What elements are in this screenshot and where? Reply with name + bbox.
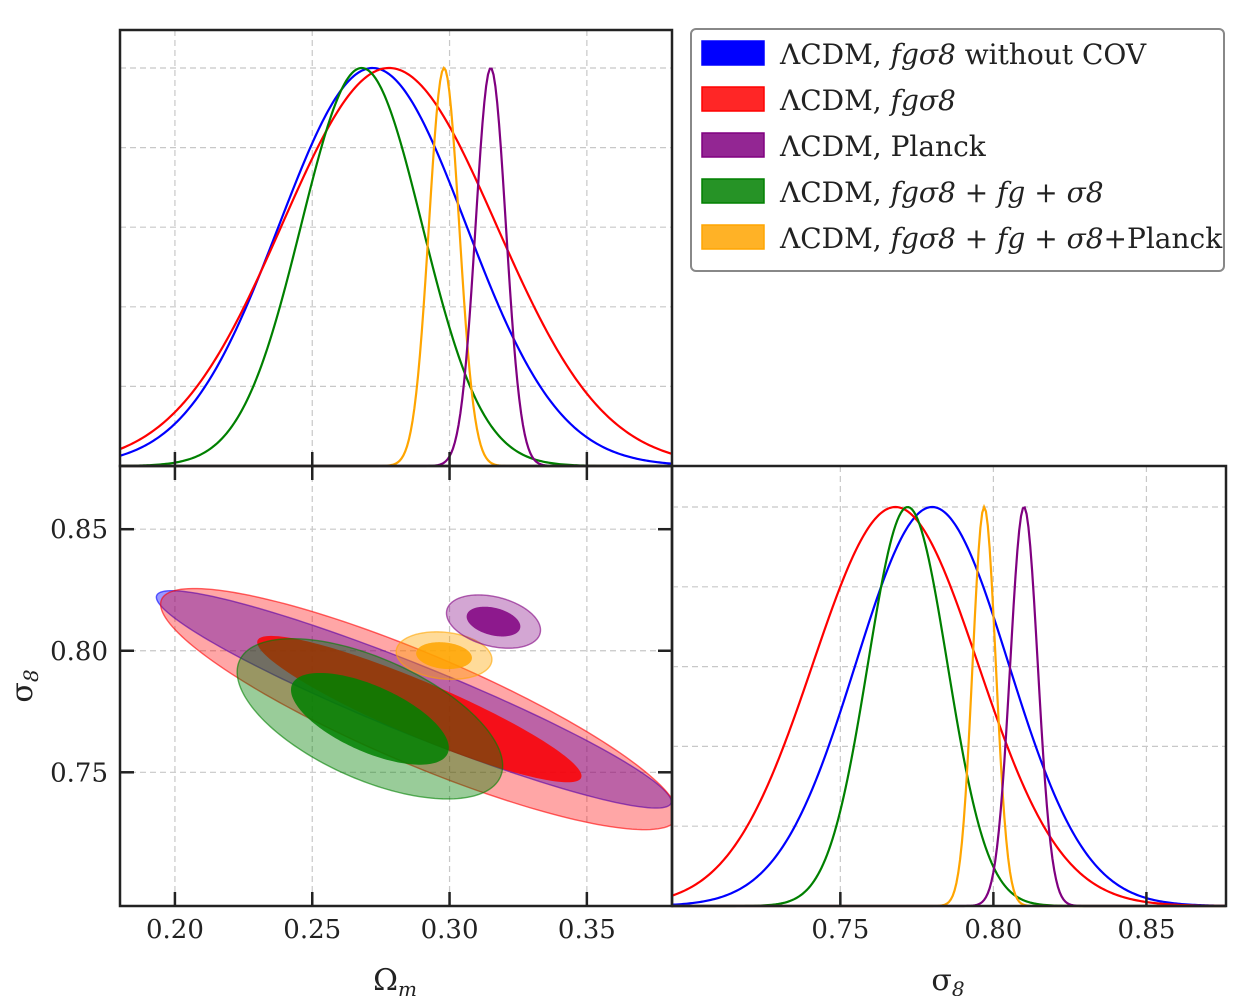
- omega-m-marginal-curve-lcdm_fs8: [119, 66, 673, 455]
- legend-label-lcdm_planck: ΛCDM, Planck: [779, 130, 987, 163]
- omega-m-tick-label-0: 0.20: [146, 915, 204, 945]
- legend-box: [690, 28, 1225, 272]
- sigma8-marginal-frame: [670, 464, 1228, 908]
- sigma8-y-tick-label-0: 0.75: [50, 758, 108, 788]
- contour-lcdm_fs8_fg_s8-level-1: [290, 672, 449, 765]
- sigma8-x-tick-label-1: 0.80: [964, 915, 1022, 945]
- legend-swatch-lcdm_fs8_nocov: [701, 40, 765, 66]
- legend-label-lcdm_fs8_fg_s8: ΛCDM, fgσ8 + fg + σ8: [779, 176, 1104, 209]
- omega-m-marginal-curve-lcdm_fs8_nocov: [119, 66, 673, 465]
- omega-m-tick-label-2: 0.30: [421, 915, 479, 945]
- x-axis-label-omega-m: Ωm: [373, 963, 417, 996]
- sigma8-y-tick-label-1: 0.80: [50, 637, 108, 667]
- omega-m-marginal-panel: [118, 28, 674, 468]
- y-axis-label-sigma8: σ8: [5, 669, 43, 702]
- omega-m-marginal-curve-lcdm_fs8_fg_s8: [119, 66, 672, 468]
- omega-m-marginal-frame: [118, 28, 674, 468]
- legend-swatch-lcdm_fs8_fg_s8: [701, 178, 765, 204]
- x-axis-label-sigma8: σ8: [931, 963, 964, 996]
- contour-layer: [155, 587, 672, 831]
- legend-swatch-lcdm_planck: [701, 132, 765, 158]
- contour-lcdm_fs8-level-1: [257, 635, 582, 783]
- sigma8-marginal-curve-lcdm_fs8: [671, 505, 1227, 907]
- sigma8-marginal-curve-lcdm_planck: [672, 506, 1226, 908]
- sigma8-marginal-curve-lcdm_fs8_nocov: [671, 505, 1227, 907]
- legend-label-lcdm_fs8_fg_s8_planck: ΛCDM, fgσ8 + fg + σ8+Planck: [779, 222, 1223, 255]
- legend-label-lcdm_fs8: ΛCDM, fgσ8: [779, 84, 956, 117]
- legend: ΛCDM, fgσ8 without COV ΛCDM, fgσ8 ΛCDM, Pl…: [690, 28, 1225, 272]
- sigma8-marginal-curve-lcdm_fs8_fg_s8_planck: [672, 503, 1226, 908]
- legend-swatch-lcdm_fs8_fg_s8_planck: [701, 224, 765, 250]
- omega-m-sigma8-contour-panel: 0.20 0.25 0.30 0.35 0.75 0.80 0.85: [50, 464, 674, 945]
- sigma8-marginal-panel: 0.75 0.80 0.85: [670, 464, 1228, 945]
- omega-m-tick-label-1: 0.25: [283, 915, 341, 945]
- sigma8-x-tick-label-0: 0.75: [811, 915, 869, 945]
- omega-m-tick-label-3: 0.35: [558, 915, 616, 945]
- omega-m-marginal-grid: [120, 30, 672, 466]
- contour-lcdm_planck-level-1: [466, 606, 521, 637]
- sigma8-x-tick-label-2: 0.85: [1117, 915, 1175, 945]
- legend-swatch-lcdm_fs8: [701, 86, 765, 112]
- sigma8-y-tick-label-2: 0.85: [50, 515, 108, 545]
- contour-lcdm_fs8_fg_s8_planck-level-1: [416, 642, 472, 670]
- axis-labels: Ωm σ8 σ8: [5, 669, 965, 996]
- sigma8-marginal-grid: [672, 466, 1226, 906]
- sigma8-marginal-curve-lcdm_fs8_fg_s8: [672, 505, 1226, 908]
- legend-label-lcdm_fs8_nocov: ΛCDM, fgσ8 without COV: [779, 38, 1147, 71]
